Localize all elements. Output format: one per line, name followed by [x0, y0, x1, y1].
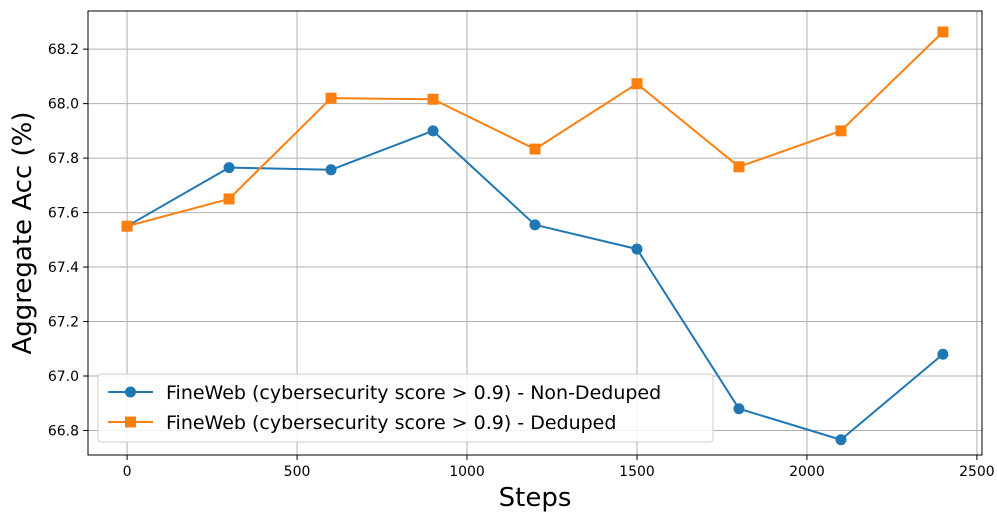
- series-layer: [121, 26, 949, 446]
- data-point: [631, 78, 643, 90]
- x-axis-label: Steps: [499, 483, 572, 513]
- data-point: [733, 161, 745, 173]
- data-point: [733, 403, 745, 415]
- data-point: [223, 162, 235, 174]
- series-2: [121, 26, 949, 232]
- data-point: [835, 434, 847, 446]
- legend-entry: FineWeb (cybersecurity score > 0.9) - No…: [108, 382, 661, 404]
- grid: [88, 11, 982, 455]
- y-axis-ticks: 66.8 67.0 67.2 67.4 67.6 67.8 68.0 68.2: [48, 42, 88, 439]
- y-tick-label: 67.6: [48, 206, 79, 222]
- y-tick-label: 66.8: [48, 423, 79, 439]
- y-tick-label: 68.0: [48, 97, 79, 113]
- legend-entry: FineWeb (cybersecurity score > 0.9) - De…: [108, 412, 616, 434]
- data-point: [325, 92, 337, 104]
- plot-frame: [87, 10, 983, 456]
- series-line: [126, 31, 944, 228]
- legend-box: [97, 373, 714, 443]
- data-point: [529, 143, 541, 155]
- data-point: [427, 125, 439, 137]
- x-tick-label: 2000: [789, 464, 825, 480]
- data-point: [835, 125, 847, 137]
- y-tick-label: 68.2: [48, 42, 79, 58]
- x-tick-label: 1500: [619, 464, 655, 480]
- x-tick-label: 0: [123, 464, 132, 480]
- x-tick-label: 500: [284, 464, 311, 480]
- data-point: [427, 93, 439, 105]
- data-point: [937, 26, 949, 38]
- y-tick-label: 67.2: [48, 315, 79, 331]
- y-tick-label: 67.0: [48, 369, 79, 385]
- y-tick-label: 67.8: [48, 151, 79, 167]
- y-tick-label: 67.4: [48, 260, 79, 276]
- x-axis-ticks: 0 500 1000 1500 2000 2500: [123, 455, 995, 480]
- data-point: [937, 348, 949, 360]
- x-tick-label: 1000: [449, 464, 485, 480]
- data-point: [325, 164, 337, 176]
- legend-label: FineWeb (cybersecurity score > 0.9) - De…: [166, 412, 616, 434]
- legend: FineWeb (cybersecurity score > 0.9) - No…: [97, 373, 714, 443]
- legend-marker: [125, 386, 136, 398]
- legend-label: FineWeb (cybersecurity score > 0.9) - No…: [166, 382, 661, 404]
- data-point: [631, 243, 643, 255]
- legend-marker: [125, 416, 136, 428]
- data-point: [529, 219, 541, 231]
- data-point: [121, 220, 133, 232]
- data-point: [223, 193, 235, 205]
- x-tick-label: 2500: [959, 464, 995, 480]
- y-axis-label: Aggregate Acc (%): [8, 112, 38, 355]
